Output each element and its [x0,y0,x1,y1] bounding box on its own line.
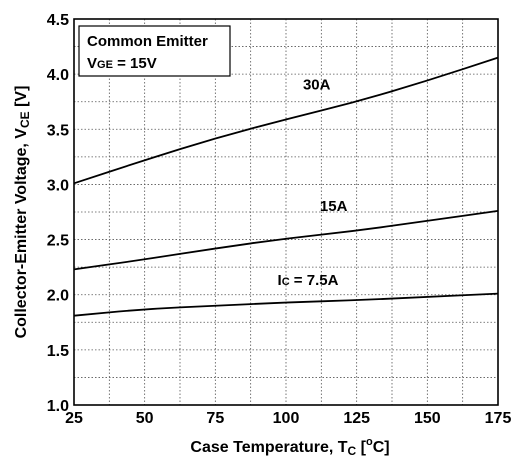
x-tick-label: 50 [136,410,154,427]
x-tick-label: 75 [206,410,224,427]
plot-frame [73,18,499,406]
y-tick-label: 2.5 [47,233,69,250]
x-tick-labels: 25 50 75 100 125 150 175 [65,410,511,427]
y-axis-label: Collector-Emitter Voltage, VCE [V] [13,86,32,339]
series-annotation-3: IC = 7.5A [278,272,339,289]
series-annotation-1: 30A [303,77,331,94]
y-tick-label: 3.5 [47,122,69,139]
y-tick-label: 1.0 [47,398,69,415]
x-tick-label: 100 [273,410,300,427]
x-tick-label: 175 [485,410,512,427]
x-tick-label: 125 [343,410,370,427]
x-axis-label: Case Temperature, TC [oC] [190,436,389,458]
series-line-1 [73,56,499,185]
x-tick-label: 150 [414,410,441,427]
y-tick-label: 4.5 [47,12,69,29]
annotations: 30A 15A IC = 7.5A [278,77,348,289]
series-line-2 [73,210,499,271]
x-tick-label: 25 [65,410,83,427]
y-tick-label: 4.0 [47,67,69,84]
legend: Common Emitter VGE = 15V [78,25,231,77]
legend-line-2: VGE = 15V [87,55,157,72]
y-tick-label: 1.5 [47,343,69,360]
grid [74,19,498,405]
y-tick-label: 3.0 [47,177,69,194]
y-tick-labels: 1.0 1.5 2.0 2.5 3.0 3.5 4.0 4.5 [47,12,69,415]
y-tick-label: 2.0 [47,288,69,305]
legend-line-1: Common Emitter [87,33,208,50]
series-annotation-2: 15A [320,198,348,215]
legend-box [78,25,231,77]
series-layer [73,56,499,317]
series-line-3 [73,292,499,317]
